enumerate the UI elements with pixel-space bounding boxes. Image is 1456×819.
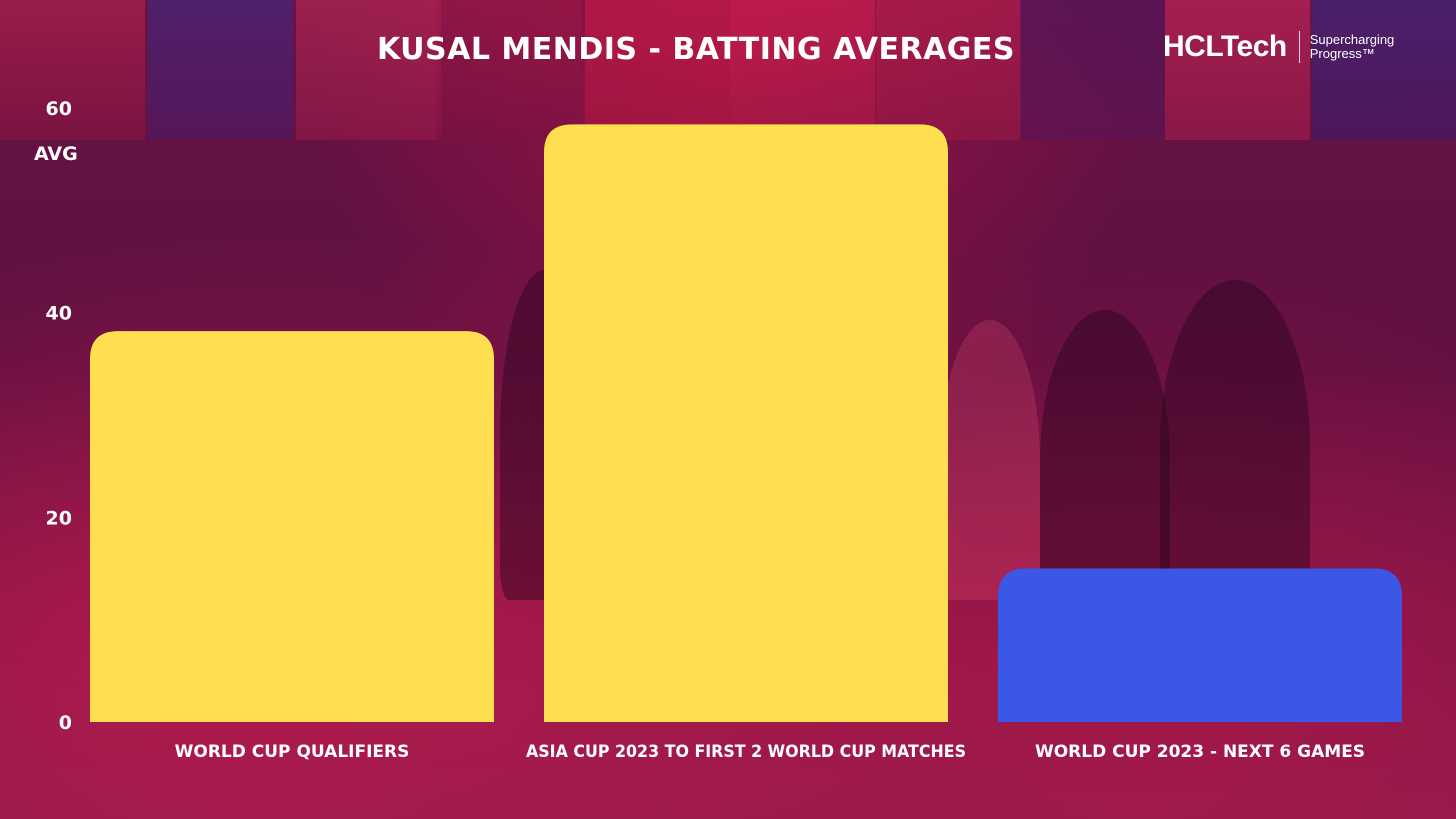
flag-decoration	[1165, 0, 1310, 140]
y-tick-label: 0	[59, 712, 72, 734]
flag-decoration	[1312, 0, 1456, 140]
brand-tagline-line1: Supercharging	[1309, 32, 1395, 47]
y-tick-label: 40	[46, 303, 72, 325]
x-tick-label: WORLD CUP QUALIFIERS	[175, 742, 410, 762]
x-tick-label: WORLD CUP 2023 - NEXT 6 GAMES	[1035, 742, 1365, 762]
flag-decoration	[876, 0, 1021, 140]
flag-decoration	[730, 0, 875, 140]
flag-decoration	[148, 0, 293, 140]
brand-logo: HCLTech Supercharging Progress™	[1163, 30, 1394, 64]
logo-divider	[1298, 31, 1300, 63]
player-silhouette	[1160, 280, 1310, 610]
flag-decoration	[0, 0, 145, 140]
y-tick-label: 20	[46, 507, 72, 529]
brand-tagline-line2: Progress™	[1309, 46, 1375, 61]
x-tick-label: ASIA CUP 2023 TO FIRST 2 WORLD CUP MATCH…	[526, 742, 966, 762]
flag-decoration	[436, 0, 581, 140]
y-axis-label: AVG	[34, 143, 78, 165]
flag-decoration	[1020, 0, 1165, 140]
bar-3	[998, 568, 1402, 722]
player-silhouette	[940, 320, 1040, 600]
player-silhouette	[1040, 310, 1170, 610]
chart-title: KUSAL MENDIS - BATTING AVERAGES	[376, 32, 1016, 67]
brand-tagline: Supercharging Progress™	[1310, 33, 1395, 61]
bar-2	[544, 124, 948, 722]
brand-name: HCLTech	[1163, 30, 1287, 63]
bar-1	[90, 331, 494, 722]
y-tick-label: 60	[46, 98, 72, 120]
flag-decoration	[296, 0, 441, 140]
flag-decoration	[585, 0, 730, 140]
